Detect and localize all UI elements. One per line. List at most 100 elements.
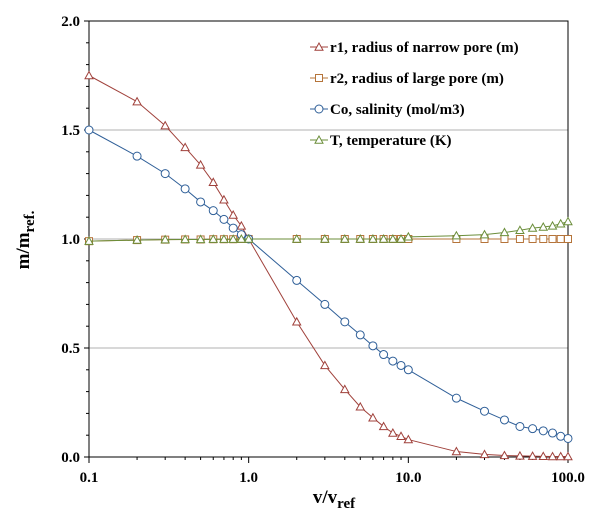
data-point-0-19 — [451, 446, 462, 456]
data-point-2-13 — [355, 330, 365, 340]
data-point-2-10 — [292, 275, 302, 285]
data-point-0-15 — [378, 421, 389, 431]
y-tick-label-2: 1.0 — [61, 232, 80, 248]
data-point-3-9 — [243, 233, 254, 243]
legend-marker-0 — [314, 41, 324, 51]
data-point-0-26 — [555, 451, 566, 461]
data-point-2-16 — [388, 356, 398, 366]
data-point-0-1 — [132, 96, 142, 106]
data-point-0-4 — [195, 159, 206, 169]
data-point-1-25 — [548, 235, 557, 243]
axis-layer: 0.0 0.5 1.0 1.5 2.0 0.1 1.0 10.0 100.0 — [61, 14, 585, 486]
data-point-3-26 — [555, 218, 566, 228]
data-point-0-22 — [515, 450, 525, 460]
data-point-1-24 — [539, 235, 548, 243]
data-point-3-1 — [132, 235, 142, 244]
legend-label-1: r2, radius of large pore (m) — [330, 71, 504, 87]
data-point-3-3 — [180, 234, 190, 244]
data-point-2-25 — [548, 428, 558, 438]
data-point-0-5 — [208, 177, 219, 187]
data-point-2-22 — [515, 421, 525, 431]
data-point-0-13 — [355, 401, 366, 411]
legend-entry-1: r2, radius of large pore (m) — [310, 71, 504, 87]
data-point-3-13 — [355, 233, 366, 243]
data-point-0-12 — [339, 384, 350, 394]
data-point-0-14 — [368, 412, 378, 422]
legend-marker-1 — [315, 74, 323, 82]
data-point-0-25 — [547, 451, 558, 461]
x-tick-label-0: 0.1 — [80, 470, 99, 486]
data-point-3-14 — [368, 233, 378, 243]
data-point-0-3 — [180, 142, 190, 152]
data-point-3-8 — [236, 233, 247, 243]
series-layer — [84, 70, 573, 461]
data-point-0-21 — [499, 450, 510, 460]
data-point-0-18 — [403, 434, 414, 444]
x-tick-label-1: 1.0 — [239, 470, 258, 486]
data-point-0-2 — [160, 120, 171, 130]
data-point-3-16 — [388, 233, 398, 243]
data-point-2-20 — [480, 406, 490, 416]
data-point-2-23 — [528, 424, 538, 434]
x-axis-title: v/vref — [313, 487, 356, 512]
y-axis-title: m/mref. — [13, 210, 38, 269]
data-point-3-0 — [84, 236, 94, 245]
data-point-2-1 — [132, 151, 142, 161]
legend-label-3: T, temperature (K) — [330, 133, 452, 149]
data-point-2-14 — [368, 341, 378, 351]
data-point-2-11 — [320, 299, 330, 309]
data-point-0-8 — [236, 220, 247, 230]
legend-marker-3 — [314, 134, 324, 144]
x-tick-label-3: 100.0 — [551, 470, 585, 486]
data-point-3-22 — [515, 225, 525, 234]
data-point-2-26 — [556, 431, 566, 441]
data-point-3-18 — [403, 231, 414, 241]
data-point-1-21 — [500, 235, 509, 243]
series-line-2 — [88, 129, 569, 439]
data-point-2-5 — [208, 206, 218, 216]
data-point-0-6 — [219, 194, 229, 204]
data-point-3-5 — [208, 234, 219, 243]
data-point-3-6 — [219, 234, 229, 243]
data-point-2-7 — [228, 223, 238, 233]
y-tick-label-0: 0.0 — [61, 450, 80, 466]
data-point-3-15 — [378, 233, 389, 243]
legend-entry-0: r1, radius of narrow pore (m) — [310, 40, 519, 56]
data-point-2-4 — [196, 197, 206, 207]
series-0 — [84, 70, 573, 461]
data-point-1-26 — [556, 235, 565, 243]
data-point-0-11 — [319, 360, 330, 370]
data-point-2-17 — [396, 360, 406, 370]
data-point-2-27 — [563, 433, 573, 443]
data-point-0-23 — [527, 451, 538, 460]
data-point-2-24 — [538, 426, 548, 436]
data-point-3-2 — [160, 234, 171, 244]
data-point-3-4 — [195, 234, 206, 244]
data-point-3-11 — [319, 233, 330, 243]
data-point-3-17 — [396, 233, 406, 243]
data-point-2-6 — [219, 214, 229, 224]
data-point-0-7 — [228, 209, 239, 219]
data-point-3-7 — [228, 234, 239, 243]
data-point-2-15 — [379, 350, 389, 360]
data-point-0-27 — [563, 451, 573, 461]
x-tick-label-2: 10.0 — [395, 470, 421, 486]
x-axis-title-sub: ref — [337, 496, 356, 512]
data-point-2-19 — [451, 393, 461, 403]
legend: r1, radius of narrow pore (m) r2, radius … — [310, 40, 519, 149]
data-point-2-18 — [403, 365, 413, 375]
data-point-0-10 — [291, 316, 302, 326]
data-point-3-25 — [547, 220, 558, 230]
legend-entry-3: T, temperature (K) — [310, 133, 452, 149]
data-point-3-23 — [527, 223, 538, 232]
data-point-1-27 — [564, 235, 572, 243]
legend-marker-2 — [314, 104, 324, 114]
data-point-0-20 — [479, 449, 490, 459]
data-point-0-24 — [538, 451, 549, 461]
legend-label-2: Co, salinity (mol/m3) — [330, 102, 465, 118]
data-point-1-23 — [528, 235, 537, 243]
series-line-0 — [88, 75, 568, 458]
y-axis-title-main: m/m — [13, 232, 34, 269]
data-point-3-10 — [291, 233, 302, 243]
